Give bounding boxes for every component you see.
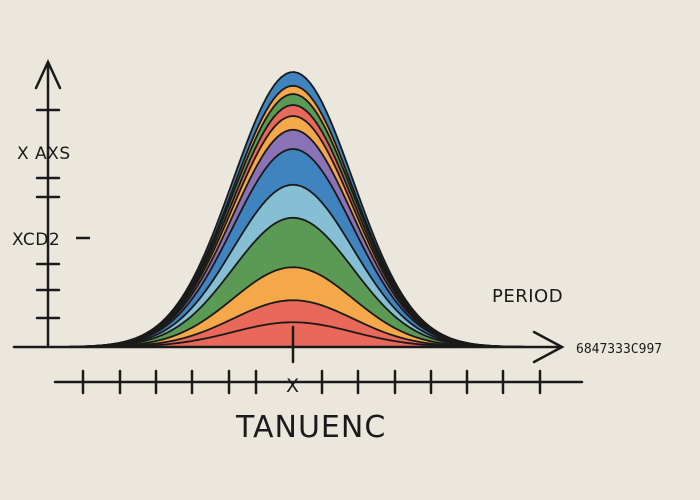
y-ticks [35, 108, 61, 320]
x-center-label: X [286, 375, 299, 397]
y-label-xcd2: XCD2 [12, 230, 60, 250]
x-axis-arrow [532, 330, 565, 364]
x-axis-title: TANUENC [235, 410, 386, 445]
x-ticks [81, 369, 542, 395]
x-axis-end-label: 6847333C997 [576, 342, 662, 357]
axes [12, 59, 584, 395]
y-label-x-axs: X AXS [17, 144, 71, 164]
period-label: PERIOD [492, 286, 563, 307]
area-layers [69, 71, 549, 348]
y-axis-arrow [34, 59, 62, 90]
